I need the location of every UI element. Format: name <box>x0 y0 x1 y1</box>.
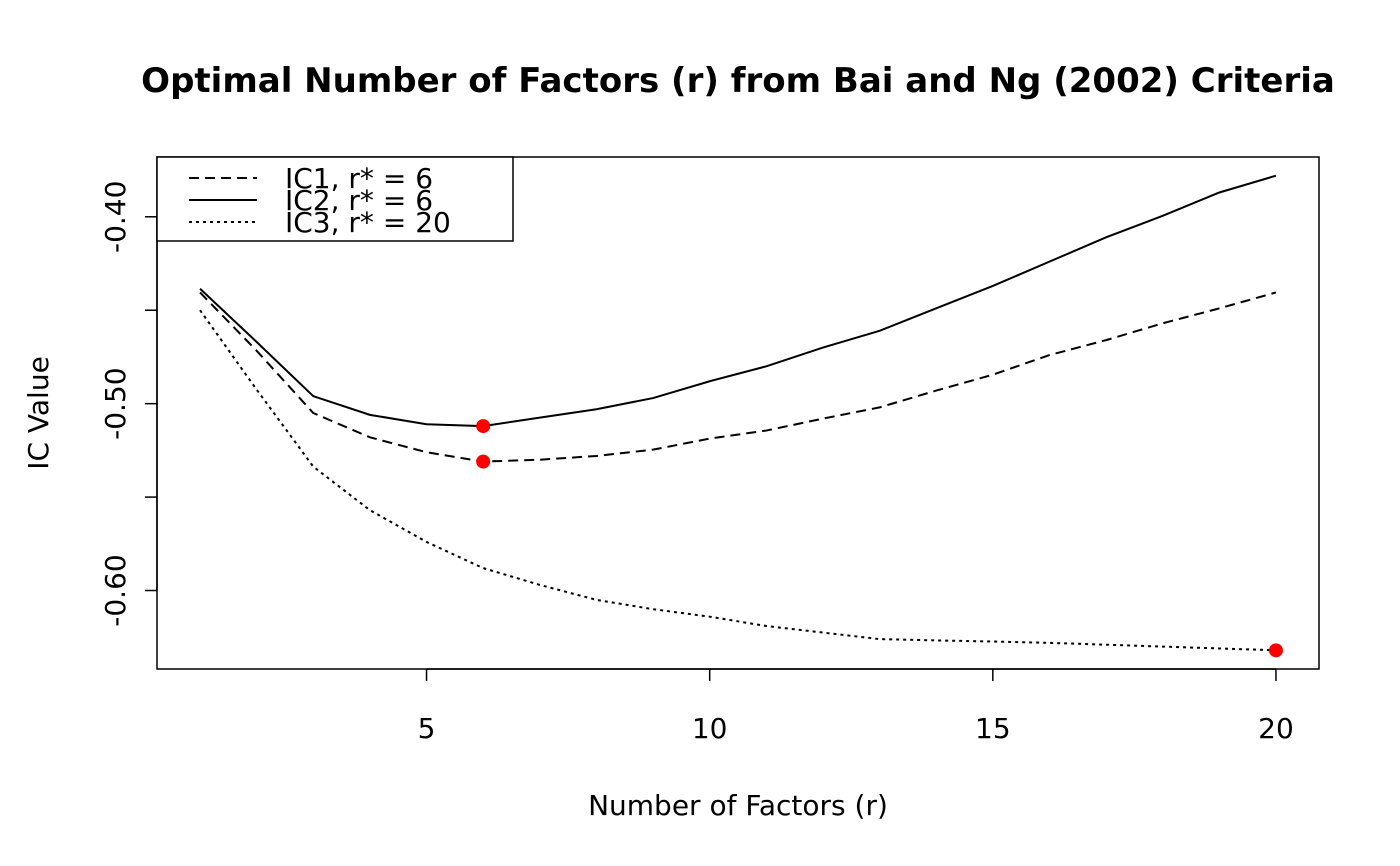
x-tick-label: 15 <box>975 712 1011 745</box>
y-axis-label: IC Value <box>22 356 55 470</box>
x-axis-label: Number of Factors (r) <box>588 789 888 822</box>
x-tick-label: 20 <box>1258 712 1294 745</box>
minimum-marker <box>476 454 491 469</box>
chart-title: Optimal Number of Factors (r) from Bai a… <box>141 61 1335 101</box>
legend-label: IC2, r* = 6 <box>285 184 433 217</box>
series-line <box>199 309 1276 652</box>
legend-label: IC1, r* = 6 <box>285 162 433 195</box>
y-tick-label: -0.60 <box>99 554 132 626</box>
y-tick-label: -0.40 <box>99 181 132 253</box>
series-line <box>199 291 1277 463</box>
y-tick-label: -0.50 <box>99 367 132 439</box>
legend-label: IC3, r* = 20 <box>285 206 451 239</box>
x-tick-label: 10 <box>692 712 728 745</box>
x-tick-label: 5 <box>418 712 436 745</box>
series-line <box>199 174 1277 428</box>
minimum-marker <box>476 419 491 434</box>
minimum-marker <box>1268 643 1283 658</box>
